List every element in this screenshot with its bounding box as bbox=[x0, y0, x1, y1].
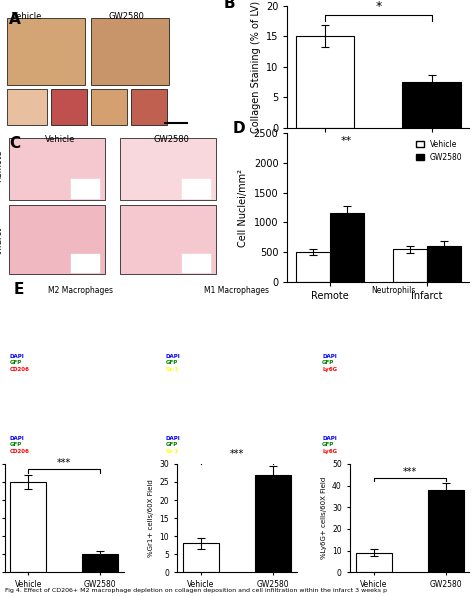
Text: DAPI: DAPI bbox=[322, 354, 337, 359]
Text: C: C bbox=[9, 136, 20, 151]
FancyBboxPatch shape bbox=[9, 138, 105, 200]
Text: Vehicle: Vehicle bbox=[12, 12, 42, 21]
FancyBboxPatch shape bbox=[7, 89, 47, 125]
Text: DAPI: DAPI bbox=[165, 354, 181, 359]
FancyBboxPatch shape bbox=[72, 254, 100, 273]
Bar bbox=[183, 544, 219, 572]
Y-axis label: Cell Nuclei/mm²: Cell Nuclei/mm² bbox=[238, 169, 248, 247]
Text: DAPI: DAPI bbox=[165, 436, 181, 441]
Bar bbox=[255, 475, 291, 572]
FancyBboxPatch shape bbox=[182, 254, 211, 273]
Text: M2 Macrophages: M2 Macrophages bbox=[48, 285, 113, 294]
Text: Gr-1: Gr-1 bbox=[165, 449, 179, 454]
Text: Neutrophils: Neutrophils bbox=[371, 285, 416, 294]
FancyBboxPatch shape bbox=[91, 89, 127, 125]
Legend: Vehicle, GW2580: Vehicle, GW2580 bbox=[413, 137, 465, 165]
FancyBboxPatch shape bbox=[7, 18, 85, 85]
Text: Gr-1: Gr-1 bbox=[165, 367, 179, 372]
Text: Infarct: Infarct bbox=[0, 226, 3, 254]
Text: Remote: Remote bbox=[0, 150, 3, 182]
Text: GFP: GFP bbox=[165, 442, 178, 447]
Text: E: E bbox=[14, 281, 24, 297]
Text: ***: *** bbox=[57, 458, 72, 468]
FancyBboxPatch shape bbox=[120, 138, 216, 200]
Bar bbox=[427, 246, 461, 282]
Text: B: B bbox=[224, 0, 236, 11]
Text: DAPI: DAPI bbox=[9, 354, 24, 359]
Text: Ly6G: Ly6G bbox=[322, 367, 337, 372]
Text: DAPI: DAPI bbox=[9, 436, 24, 441]
Text: **: ** bbox=[341, 136, 352, 146]
FancyBboxPatch shape bbox=[120, 204, 216, 275]
Bar bbox=[10, 482, 46, 572]
FancyBboxPatch shape bbox=[72, 179, 100, 198]
Bar bbox=[296, 36, 355, 128]
FancyBboxPatch shape bbox=[51, 89, 87, 125]
FancyBboxPatch shape bbox=[9, 204, 105, 275]
Bar bbox=[428, 490, 464, 572]
Text: CD206: CD206 bbox=[9, 449, 29, 454]
FancyBboxPatch shape bbox=[131, 89, 167, 125]
Text: GW2580: GW2580 bbox=[154, 135, 189, 144]
Text: A: A bbox=[9, 12, 21, 27]
Text: GFP: GFP bbox=[322, 442, 334, 447]
Y-axis label: %Ly6G+ cells/60X Field: %Ly6G+ cells/60X Field bbox=[320, 477, 327, 559]
Bar bbox=[296, 252, 330, 282]
Text: GFP: GFP bbox=[322, 361, 334, 365]
Text: GFP: GFP bbox=[165, 361, 178, 365]
Y-axis label: Collagen Staining (% of LV): Collagen Staining (% of LV) bbox=[251, 1, 261, 133]
Bar bbox=[393, 249, 427, 282]
Text: GFP: GFP bbox=[9, 442, 21, 447]
Text: GW2580: GW2580 bbox=[109, 12, 145, 21]
FancyBboxPatch shape bbox=[182, 179, 211, 198]
Text: ***: *** bbox=[230, 449, 244, 460]
Y-axis label: %Gr1+ cells/60X Field: %Gr1+ cells/60X Field bbox=[148, 479, 154, 557]
Text: DAPI: DAPI bbox=[322, 436, 337, 441]
Text: D: D bbox=[233, 121, 246, 136]
Text: ***: *** bbox=[402, 467, 417, 477]
Text: Fig 4. Effect of CD206+ M2 macrophage depletion on collagen deposition and cell : Fig 4. Effect of CD206+ M2 macrophage de… bbox=[5, 588, 387, 593]
Bar bbox=[330, 213, 364, 282]
Text: Ly6G: Ly6G bbox=[322, 449, 337, 454]
FancyBboxPatch shape bbox=[91, 18, 169, 85]
Text: M1 Macrophages: M1 Macrophages bbox=[204, 285, 270, 294]
Text: GFP: GFP bbox=[9, 361, 21, 365]
Text: Vehicle: Vehicle bbox=[45, 135, 75, 144]
Bar bbox=[356, 552, 392, 572]
Bar bbox=[402, 82, 461, 128]
Bar bbox=[82, 554, 118, 572]
Text: *: * bbox=[375, 0, 382, 13]
Text: CD206: CD206 bbox=[9, 367, 29, 372]
